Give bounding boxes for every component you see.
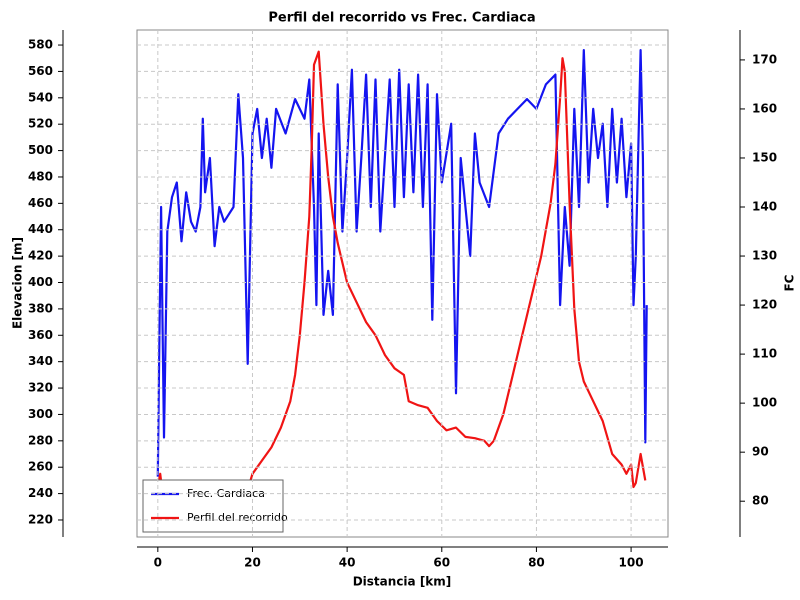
x-tick-label: 20 — [244, 556, 261, 570]
y-tick-label: 460 — [28, 196, 53, 210]
y-tick-label: 380 — [28, 301, 53, 315]
y2-tick-label: 160 — [752, 101, 777, 115]
x-tick-label: 100 — [619, 556, 644, 570]
y-tick-label: 340 — [28, 354, 53, 368]
y2-tick-label: 120 — [752, 298, 777, 312]
y2-tick-label: 80 — [752, 494, 769, 508]
y-tick-label: 480 — [28, 169, 53, 183]
y2-tick-label: 150 — [752, 150, 777, 164]
x-tick-label: 0 — [154, 556, 162, 570]
y2-tick-label: 130 — [752, 249, 777, 263]
y2-tick-label: 110 — [752, 347, 777, 361]
x-axis-label: Distancia [km] — [353, 575, 452, 589]
y-tick-label: 400 — [28, 275, 53, 289]
y-tick-label: 560 — [28, 64, 53, 78]
y2-tick-label: 140 — [752, 200, 777, 214]
y2-tick-label: 100 — [752, 396, 777, 410]
y-tick-label: 420 — [28, 249, 53, 263]
y2-tick-label: 170 — [752, 52, 777, 66]
y-tick-label: 280 — [28, 433, 53, 447]
y-tick-label: 300 — [28, 407, 53, 421]
legend-label: Frec. Cardiaca — [187, 487, 265, 500]
legend-label: Perfil del recorrido — [187, 511, 288, 524]
y-tick-label: 540 — [28, 90, 53, 104]
y-tick-label: 440 — [28, 222, 53, 236]
y-tick-label: 240 — [28, 486, 53, 500]
legend: Frec. Cardiaca Perfil del recorrido — [142, 479, 288, 533]
y-tick-label: 260 — [28, 460, 53, 474]
series-line — [156, 49, 648, 477]
plot-area — [136, 29, 669, 538]
legend-box — [142, 479, 284, 533]
chart-title: Perfil del recorrido vs Frec. Cardiaca — [268, 11, 535, 26]
x-tick-label: 40 — [339, 556, 356, 570]
y2-tick-label: 90 — [752, 445, 769, 459]
y-tick-label: 500 — [28, 143, 53, 157]
y2-axis-label: FC — [783, 274, 797, 291]
plot — [156, 49, 648, 502]
x-tick-label: 60 — [433, 556, 450, 570]
x-tick-label: 80 — [528, 556, 545, 570]
y-tick-label: 320 — [28, 381, 53, 395]
y-tick-label: 360 — [28, 328, 53, 342]
y-axis-label: Elevacion [m] — [11, 237, 25, 329]
y-tick-label: 520 — [28, 117, 53, 131]
y-tick-label: 580 — [28, 38, 53, 52]
y-tick-label: 220 — [28, 512, 53, 526]
